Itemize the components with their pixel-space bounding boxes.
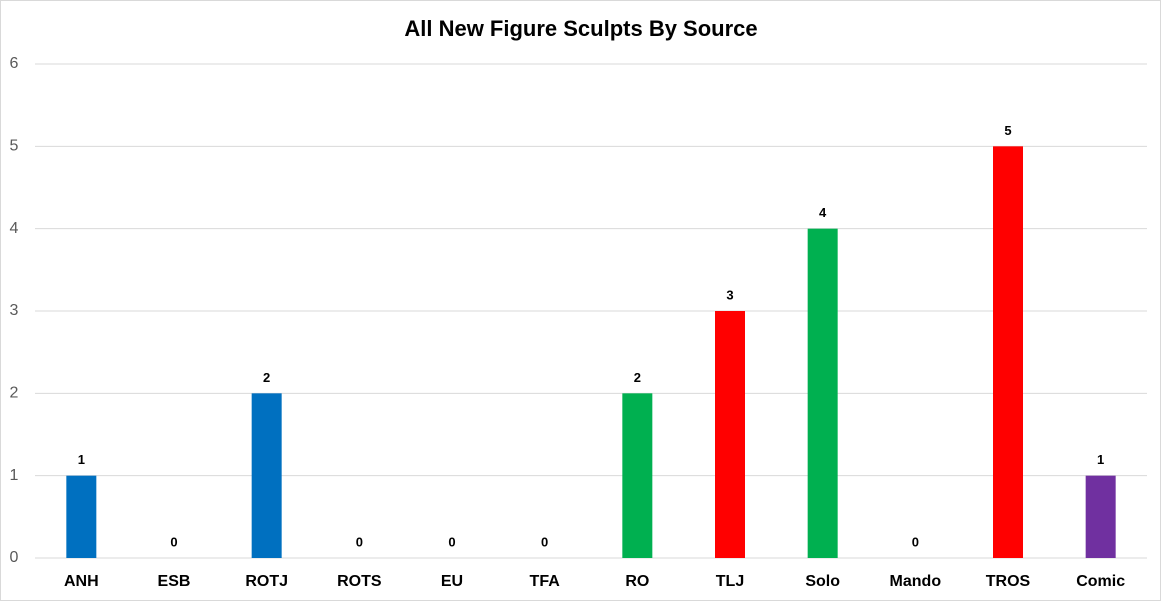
bar xyxy=(1085,475,1116,558)
y-tick-label: 1 xyxy=(10,467,19,484)
x-tick-label: EU xyxy=(441,573,463,590)
y-tick-label: 5 xyxy=(10,138,19,155)
bar xyxy=(715,311,745,558)
x-tick-label: Mando xyxy=(890,573,942,590)
y-tick-label: 2 xyxy=(10,385,19,402)
bar xyxy=(993,146,1023,559)
x-tick-label: RO xyxy=(625,573,649,590)
data-label: 0 xyxy=(170,534,177,549)
data-label: 1 xyxy=(78,452,85,467)
data-label: 0 xyxy=(912,534,919,549)
bar xyxy=(66,475,97,558)
x-tick-label: TROS xyxy=(986,573,1031,590)
data-label: 3 xyxy=(726,287,733,302)
chart-title: All New Figure Sculpts By Source xyxy=(404,16,757,41)
data-label: 2 xyxy=(263,370,270,385)
y-tick-label: 6 xyxy=(10,55,19,72)
data-label: 0 xyxy=(541,534,548,549)
y-tick-label: 4 xyxy=(10,220,19,237)
x-tick-label: ANH xyxy=(64,573,99,590)
x-tick-label: ESB xyxy=(158,573,191,590)
bar xyxy=(807,228,838,558)
data-label: 2 xyxy=(634,370,641,385)
x-tick-label: Solo xyxy=(805,573,840,590)
x-tick-label: ROTJ xyxy=(245,573,288,590)
bar xyxy=(251,393,282,558)
data-label: 0 xyxy=(356,534,363,549)
x-tick-label: ROTS xyxy=(337,573,382,590)
y-tick-label: 3 xyxy=(10,302,19,319)
x-tick-label: TLJ xyxy=(716,573,744,590)
y-tick-label: 0 xyxy=(10,549,19,566)
data-label: 5 xyxy=(1004,123,1011,138)
bar xyxy=(622,393,653,558)
data-label: 0 xyxy=(448,534,455,549)
data-label: 1 xyxy=(1097,452,1104,467)
data-label: 4 xyxy=(819,205,827,220)
x-tick-label: TFA xyxy=(530,573,561,590)
x-tick-label: Comic xyxy=(1076,573,1125,590)
